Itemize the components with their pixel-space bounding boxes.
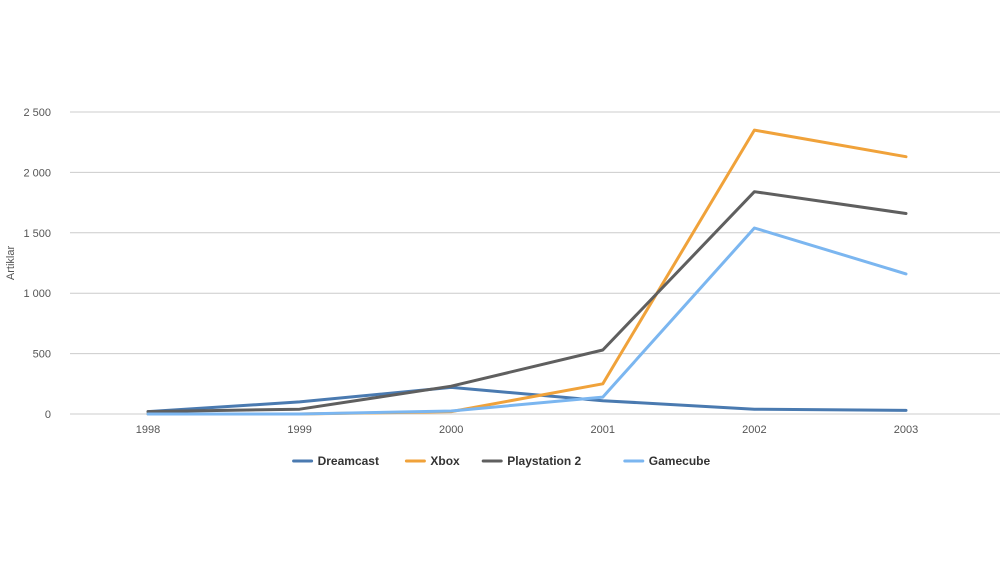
legend-item-dreamcast: Dreamcast [292, 454, 379, 468]
legend-item-gamecube: Gamecube [623, 454, 711, 468]
legend-item-playstation-2: Playstation 2 [481, 454, 582, 468]
x-axis-ticks: 1998 1999 2000 2001 2002 2003 [136, 424, 918, 436]
series-lines [146, 128, 908, 416]
legend-item-xbox: Xbox [404, 454, 460, 468]
x-tick-label: 1999 [287, 424, 311, 436]
x-tick-label: 2003 [894, 424, 918, 436]
y-tick-label: 2 000 [23, 167, 51, 179]
y-tick-label: 1 000 [23, 288, 51, 300]
y-tick-label: 2 500 [23, 107, 51, 119]
x-tick-label: 2002 [742, 424, 766, 436]
legend-label: Gamecube [649, 454, 711, 468]
series-line-gamecube [146, 226, 908, 416]
y-tick-label: 1 500 [23, 228, 51, 240]
legend-label: Xbox [430, 454, 460, 468]
series-line-dreamcast [146, 385, 908, 414]
legend-label: Dreamcast [318, 454, 379, 468]
y-tick-label: 500 [33, 349, 51, 361]
legend: Dreamcast Xbox Playstation 2 Gamecube [292, 454, 711, 468]
series-line-playstation-2 [146, 190, 908, 414]
legend-label: Playstation 2 [507, 454, 581, 468]
y-axis-ticks: 0 500 1 000 1 500 2 000 2 500 [23, 107, 51, 421]
y-tick-label: 0 [45, 409, 51, 421]
y-axis-title: Artiklar [5, 246, 17, 281]
x-tick-label: 1998 [136, 424, 160, 436]
gridlines [70, 111, 1000, 415]
x-tick-label: 2001 [591, 424, 615, 436]
x-tick-label: 2000 [439, 424, 463, 436]
